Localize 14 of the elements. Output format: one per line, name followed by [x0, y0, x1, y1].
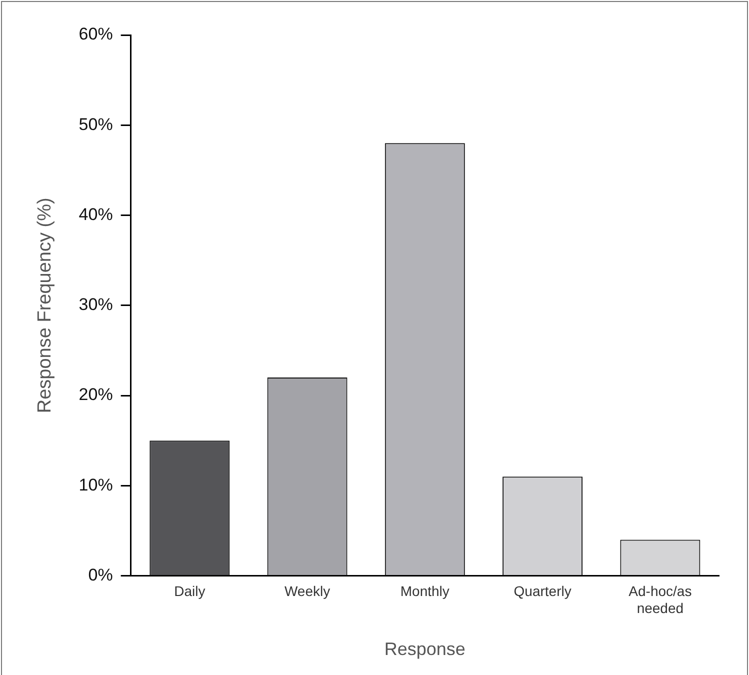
- x-tick-label: Weekly: [284, 583, 330, 600]
- x-axis-title: Response: [384, 639, 466, 660]
- y-tick-label: 30%: [78, 295, 113, 314]
- x-tick-label: Daily: [174, 583, 206, 600]
- y-tick-label: 50%: [78, 114, 113, 134]
- x-tick-label: Ad-hoc/as needed: [628, 583, 692, 616]
- y-tick-label: 10%: [78, 475, 113, 494]
- x-tick-label: Quarterly: [514, 583, 572, 600]
- y-tick-label: 20%: [78, 385, 113, 404]
- y-tick-label: 0%: [88, 565, 113, 584]
- x-tick-label: Monthly: [400, 583, 450, 600]
- y-tick-label: 60%: [78, 24, 113, 44]
- y-axis-title: Response Frequency (%): [34, 198, 56, 414]
- y-tick-label: 40%: [78, 204, 113, 224]
